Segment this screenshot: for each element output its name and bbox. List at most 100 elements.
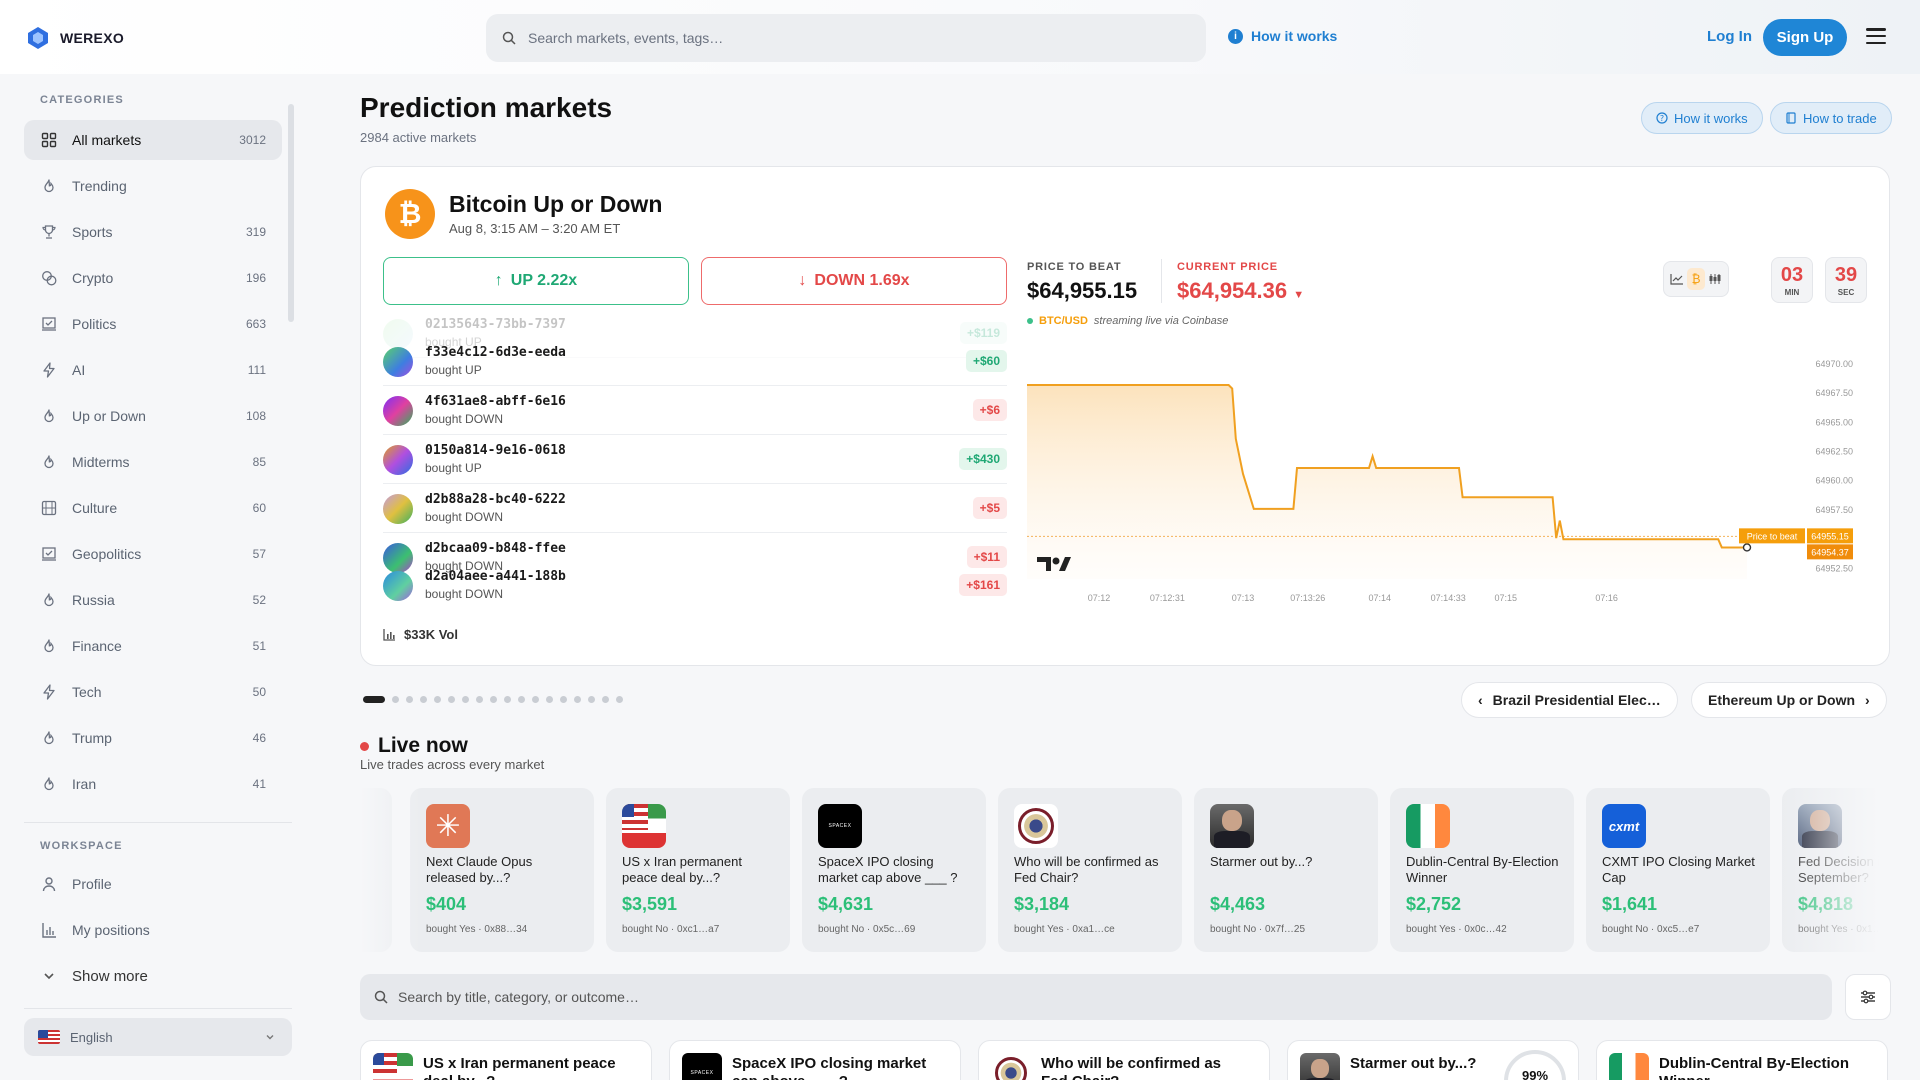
arrow-down-icon: ↓ xyxy=(798,272,807,289)
sidebar-item-label: Tech xyxy=(72,684,102,700)
carousel-dot[interactable] xyxy=(420,696,427,703)
menu-icon[interactable] xyxy=(1866,28,1886,44)
carousel-prev-button[interactable]: ‹ Brazil Presidential Elec… xyxy=(1461,682,1678,718)
spacex-thumbnail: SPACEX xyxy=(818,804,862,848)
show-more-button[interactable]: Show more xyxy=(24,956,282,996)
sidebar-item-up-or-down[interactable]: Up or Down 108 xyxy=(24,396,282,436)
sidebar-item-iran[interactable]: Iran 41 xyxy=(24,764,282,804)
global-search-input[interactable]: Search markets, events, tags… xyxy=(486,14,1206,62)
market-search-input[interactable]: Search by title, category, or outcome… xyxy=(360,974,1832,1020)
sidebar-item-trending[interactable]: Trending xyxy=(24,166,282,206)
sidebar-item-all-markets[interactable]: All markets 3012 xyxy=(24,120,282,160)
carousel-dot[interactable] xyxy=(504,696,511,703)
live-dot-icon xyxy=(1027,318,1033,324)
market-card[interactable]: Dublin-Central By-Election Winner xyxy=(1596,1040,1888,1080)
live-trade-card[interactable]: ✳ Next Claude Opus released by...? $404 bou… xyxy=(410,788,594,952)
language-select[interactable]: English xyxy=(24,1018,292,1056)
live-trade-card[interactable]: cxmt CXMT IPO Closing Market Cap $1,641 bou… xyxy=(1586,788,1770,952)
top-bar: WEREXO Search markets, events, tags… i H… xyxy=(0,0,1920,74)
sidebar-item-culture[interactable]: Culture 60 xyxy=(24,488,282,528)
live-trade-card[interactable]: Dublin-Central By-Election Winner $2,752 b… xyxy=(1390,788,1574,952)
trade-amount: +$119 xyxy=(959,322,1007,344)
carousel-dot[interactable] xyxy=(560,696,567,703)
live-trade-card[interactable]: Starmer out by...? $4,463 bought No · 0x7f… xyxy=(1194,788,1378,952)
coins-icon xyxy=(40,269,58,287)
carousel-dot[interactable] xyxy=(476,696,483,703)
sidebar-item-tech[interactable]: Tech 50 xyxy=(24,672,282,712)
sidebar-item-finance[interactable]: Finance 51 xyxy=(24,626,282,666)
carousel-dot[interactable] xyxy=(602,696,609,703)
flags-thumbnail xyxy=(373,1053,413,1080)
down-label: DOWN 1.69x xyxy=(814,272,910,289)
carousel-dot[interactable] xyxy=(462,696,469,703)
live-card-meta: bought Yes · 0xa1…ce xyxy=(1014,924,1115,935)
candlestick-icon[interactable] xyxy=(1705,268,1724,290)
live-trade-card[interactable]: US x Iran permanent peace deal by...? $3,… xyxy=(606,788,790,952)
carousel-dot[interactable] xyxy=(588,696,595,703)
bitcoin-mode-icon[interactable]: ₿ xyxy=(1686,268,1706,290)
sidebar-item-crypto[interactable]: Crypto 196 xyxy=(24,258,282,298)
carousel-dot[interactable] xyxy=(490,696,497,703)
buy-down-button[interactable]: ↓ DOWN 1.69x xyxy=(701,257,1007,305)
sidebar-item-ai[interactable]: AI 111 xyxy=(24,350,282,390)
carousel-next-button[interactable]: Ethereum Up or Down › xyxy=(1691,682,1887,718)
sidebar-item-sports[interactable]: Sports 319 xyxy=(24,212,282,252)
market-time-range: Aug 8, 3:15 AM – 3:20 AM ET xyxy=(449,221,621,236)
market-card[interactable]: SPACEX SpaceX IPO closing market cap abov… xyxy=(669,1040,961,1080)
sidebar-item-count: 41 xyxy=(252,777,266,791)
avatar xyxy=(383,396,413,426)
login-button[interactable]: Log In xyxy=(1707,28,1752,45)
carousel-dot[interactable] xyxy=(448,696,455,703)
sidebar-item-count: 3012 xyxy=(239,133,266,147)
carousel-dot[interactable] xyxy=(532,696,539,703)
current-value-tag xyxy=(1807,544,1853,560)
how-to-trade-pill[interactable]: How to trade xyxy=(1770,102,1892,134)
fed-thumbnail xyxy=(991,1053,1031,1080)
market-card[interactable]: US x Iran permanent peace deal by...? xyxy=(360,1040,652,1080)
live-card-meta: bought No · 0x5c…69 xyxy=(818,924,916,935)
active-markets-count: 2984 active markets xyxy=(360,130,477,145)
show-more-label: Show more xyxy=(72,967,148,985)
logo[interactable]: WEREXO xyxy=(26,26,124,50)
live-trade-card[interactable]: Who will be confirmed as Fed Chair? $3,18… xyxy=(998,788,1182,952)
filter-button[interactable] xyxy=(1845,974,1891,1020)
arrow-up-icon: ↑ xyxy=(494,272,503,289)
carousel-dot[interactable] xyxy=(574,696,581,703)
buy-up-button[interactable]: ↑ UP 2.22x xyxy=(383,257,689,305)
live-card-question: Next Claude Opus released by...? xyxy=(426,854,533,885)
sidebar-item-trump[interactable]: Trump 46 xyxy=(24,718,282,758)
carousel-dot[interactable] xyxy=(546,696,553,703)
y-tick-label: 64967.50 xyxy=(1815,388,1853,398)
sidebar-item-russia[interactable]: Russia 52 xyxy=(24,580,282,620)
price-to-beat-tag-label: Price to beat xyxy=(1747,531,1798,541)
svg-text:?: ? xyxy=(1660,114,1664,123)
live-trade-card[interactable]: SPACEX SpaceX IPO closing market cap abov… xyxy=(802,788,986,952)
sidebar-item-count: 319 xyxy=(245,225,266,239)
market-card[interactable]: Who will be confirmed as Fed Chair? xyxy=(978,1040,1270,1080)
carousel-dot[interactable] xyxy=(434,696,441,703)
carousel-dot[interactable] xyxy=(363,696,385,703)
sidebar-scrollbar[interactable] xyxy=(288,104,294,322)
signup-button[interactable]: Sign Up xyxy=(1763,19,1847,56)
flame-icon xyxy=(40,729,58,747)
carousel-dot[interactable] xyxy=(518,696,525,703)
how-it-works-link[interactable]: i How it works xyxy=(1228,28,1337,44)
sidebar-item-geopolitics[interactable]: Geopolitics 57 xyxy=(24,534,282,574)
featured-market-card[interactable]: ₿ Bitcoin Up or Down Aug 8, 3:15 AM – 3:… xyxy=(360,166,1890,666)
market-title[interactable]: Bitcoin Up or Down xyxy=(449,191,663,217)
sidebar-item-my-positions[interactable]: My positions xyxy=(24,910,282,950)
carousel-dot[interactable] xyxy=(406,696,413,703)
how-it-works-pill[interactable]: ? How it works xyxy=(1641,102,1763,134)
price-chart[interactable]: 64970.00 64967.50 64965.00 64962.50 64960.00… xyxy=(1027,343,1867,613)
sidebar: CATEGORIES All markets 3012 Trending Sports… xyxy=(0,74,296,1080)
current-price-value: $64,954.36 ▼ xyxy=(1177,278,1304,304)
line-chart-icon[interactable] xyxy=(1668,268,1687,290)
prev-label: Brazil Presidential Elec… xyxy=(1492,692,1661,708)
sidebar-item-politics[interactable]: Politics 663 xyxy=(24,304,282,344)
sidebar-item-midterms[interactable]: Midterms 85 xyxy=(24,442,282,482)
carousel-dot[interactable] xyxy=(616,696,623,703)
carousel-dot[interactable] xyxy=(392,696,399,703)
sidebar-item-count: 51 xyxy=(252,639,266,653)
trade-action: bought UP xyxy=(425,335,482,349)
sidebar-item-profile[interactable]: Profile xyxy=(24,864,282,904)
